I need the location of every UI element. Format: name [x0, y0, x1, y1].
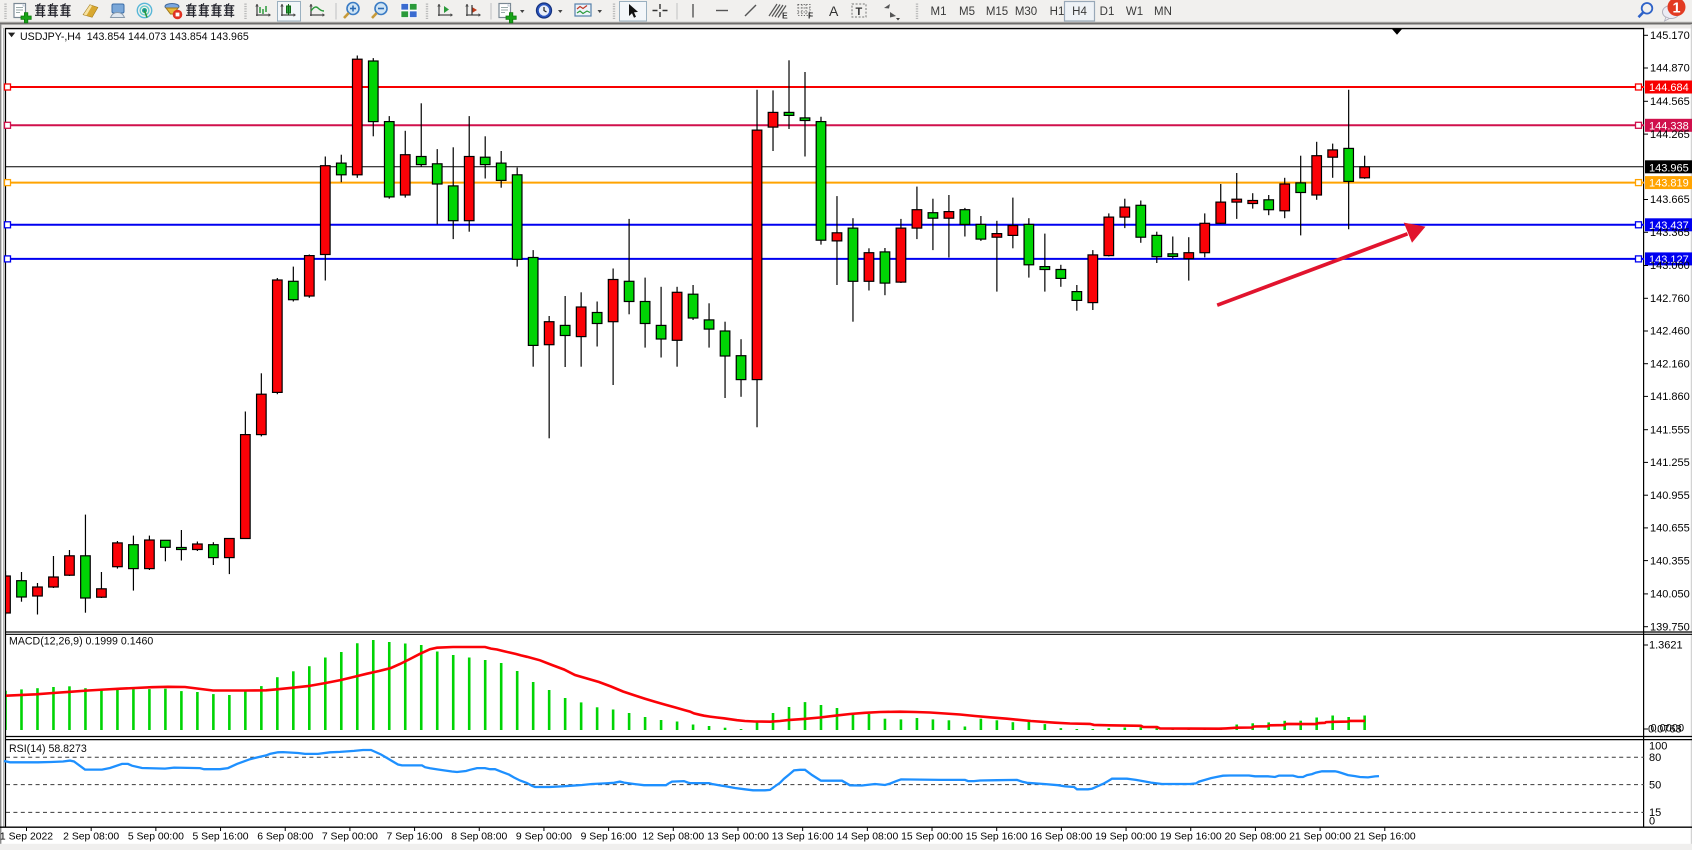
svg-text:12 Sep 08:00: 12 Sep 08:00: [642, 832, 704, 843]
svg-text:19 Sep 16:00: 19 Sep 16:00: [1160, 832, 1222, 843]
svg-text:141.860: 141.860: [1650, 391, 1690, 403]
svg-text:5 Sep 16:00: 5 Sep 16:00: [193, 832, 249, 843]
svg-text:H1: H1: [1050, 6, 1065, 18]
svg-text:0.0763: 0.0763: [1648, 723, 1682, 735]
svg-text:143.665: 143.665: [1650, 194, 1690, 206]
svg-text:9 Sep 16:00: 9 Sep 16:00: [581, 832, 637, 843]
svg-text:MN: MN: [1154, 6, 1172, 18]
svg-text:A: A: [829, 3, 839, 19]
svg-text:USDJPY-,H4 143.854 144.073 14: USDJPY-,H4 143.854 144.073 143.854 143.9…: [20, 31, 249, 43]
svg-text:M1: M1: [931, 6, 947, 18]
svg-text:140.655: 140.655: [1650, 523, 1690, 535]
svg-text:140.355: 140.355: [1650, 555, 1690, 567]
svg-text:144.870: 144.870: [1650, 63, 1690, 75]
svg-text:143.437: 143.437: [1649, 220, 1689, 232]
svg-text:1.3621: 1.3621: [1649, 640, 1683, 652]
svg-text:143.365: 143.365: [1650, 227, 1690, 239]
svg-text:9 Sep 00:00: 9 Sep 00:00: [516, 832, 572, 843]
svg-text:80: 80: [1649, 752, 1661, 764]
svg-text:M15: M15: [986, 6, 1008, 18]
svg-text:8 Sep 08:00: 8 Sep 08:00: [451, 832, 507, 843]
svg-text:RSI(14) 58.8273: RSI(14) 58.8273: [9, 743, 87, 755]
svg-text:T: T: [856, 6, 863, 18]
svg-text:140.050: 140.050: [1650, 589, 1690, 601]
svg-text:19 Sep 00:00: 19 Sep 00:00: [1095, 832, 1157, 843]
svg-text:144.565: 144.565: [1650, 96, 1690, 108]
svg-text:14 Sep 08:00: 14 Sep 08:00: [836, 832, 898, 843]
svg-text:15: 15: [1649, 807, 1661, 819]
svg-text:21 Sep 16:00: 21 Sep 16:00: [1354, 832, 1416, 843]
svg-text:7 Sep 16:00: 7 Sep 16:00: [387, 832, 443, 843]
svg-text:5 Sep 00:00: 5 Sep 00:00: [128, 832, 184, 843]
svg-text:141.255: 141.255: [1650, 457, 1690, 469]
svg-text:F: F: [808, 11, 813, 21]
svg-text:0.0000: 0.0000: [1651, 722, 1685, 734]
svg-text:100: 100: [1649, 741, 1667, 753]
svg-text:2 Sep 08:00: 2 Sep 08:00: [63, 832, 119, 843]
svg-text:142.760: 142.760: [1650, 293, 1690, 305]
svg-text:21 Sep 00:00: 21 Sep 00:00: [1289, 832, 1351, 843]
svg-text:7 Sep 00:00: 7 Sep 00:00: [322, 832, 378, 843]
svg-text:145.170: 145.170: [1650, 30, 1690, 42]
svg-text:13 Sep 00:00: 13 Sep 00:00: [707, 832, 769, 843]
svg-text:143.060: 143.060: [1650, 260, 1690, 272]
svg-text:15 Sep 16:00: 15 Sep 16:00: [966, 832, 1028, 843]
svg-text:16 Sep 08:00: 16 Sep 08:00: [1030, 832, 1092, 843]
svg-text:144.338: 144.338: [1649, 120, 1689, 132]
svg-text:141.555: 141.555: [1650, 424, 1690, 436]
svg-text:6 Sep 08:00: 6 Sep 08:00: [257, 832, 313, 843]
svg-text:143.965: 143.965: [1649, 162, 1689, 174]
svg-text:142.460: 142.460: [1650, 326, 1690, 338]
svg-text:M30: M30: [1015, 6, 1037, 18]
svg-text:20 Sep 08:00: 20 Sep 08:00: [1225, 832, 1287, 843]
svg-text:15 Sep 00:00: 15 Sep 00:00: [901, 832, 963, 843]
svg-text:1: 1: [1672, 0, 1680, 16]
svg-text:1 Sep 2022: 1 Sep 2022: [0, 832, 53, 843]
svg-text:13 Sep 16:00: 13 Sep 16:00: [772, 832, 834, 843]
svg-text:E: E: [782, 11, 788, 21]
svg-text:M5: M5: [959, 6, 975, 18]
svg-text:144.684: 144.684: [1649, 82, 1689, 94]
svg-text:D1: D1: [1100, 6, 1115, 18]
svg-text:50: 50: [1649, 779, 1661, 791]
svg-text:143.127: 143.127: [1649, 254, 1689, 266]
svg-text:MACD(12,26,9) 0.1999 0.1460: MACD(12,26,9) 0.1999 0.1460: [9, 636, 153, 648]
svg-text:140.955: 140.955: [1650, 490, 1690, 502]
svg-text:W1: W1: [1126, 6, 1143, 18]
svg-text:143.819: 143.819: [1649, 178, 1689, 190]
svg-text:142.160: 142.160: [1650, 358, 1690, 370]
svg-text:144.265: 144.265: [1650, 129, 1690, 141]
svg-text:139.750: 139.750: [1650, 621, 1690, 633]
svg-text:0: 0: [1649, 816, 1655, 828]
svg-text:H4: H4: [1072, 6, 1087, 18]
